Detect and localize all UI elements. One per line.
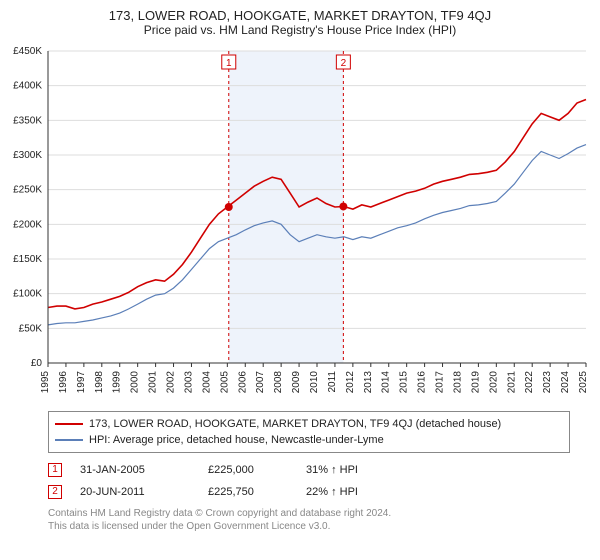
- svg-text:1995: 1995: [40, 371, 51, 394]
- svg-text:£450K: £450K: [13, 46, 42, 57]
- svg-text:2004: 2004: [201, 371, 212, 394]
- svg-text:2: 2: [341, 58, 347, 69]
- transaction-date: 31-JAN-2005: [80, 459, 190, 481]
- svg-text:2018: 2018: [452, 371, 463, 394]
- line-chart-svg: £0 £50K £100K £150K £200K £250K £300K £350K £400…: [0, 43, 600, 403]
- legend-label: HPI: Average price, detached house, Newc…: [89, 432, 384, 448]
- svg-text:2007: 2007: [255, 371, 266, 394]
- svg-text:1996: 1996: [58, 371, 69, 394]
- svg-text:£50K: £50K: [19, 323, 43, 334]
- svg-text:£100K: £100K: [13, 289, 42, 300]
- svg-text:2016: 2016: [417, 371, 428, 394]
- transaction-marker: 2: [48, 485, 62, 499]
- transaction-price: £225,000: [208, 459, 288, 481]
- svg-text:1: 1: [226, 58, 232, 69]
- svg-text:2023: 2023: [542, 371, 553, 394]
- svg-text:£200K: £200K: [13, 219, 42, 230]
- svg-text:1999: 1999: [112, 371, 123, 394]
- legend-item: HPI: Average price, detached house, Newc…: [55, 432, 563, 448]
- svg-text:£250K: £250K: [13, 185, 42, 196]
- svg-text:£350K: £350K: [13, 115, 42, 126]
- svg-text:1998: 1998: [94, 371, 105, 394]
- svg-text:2009: 2009: [291, 371, 302, 394]
- svg-text:2010: 2010: [309, 371, 320, 394]
- svg-text:2001: 2001: [148, 371, 159, 394]
- legend-item: 173, LOWER ROAD, HOOKGATE, MARKET DRAYTO…: [55, 416, 563, 432]
- svg-text:2021: 2021: [506, 371, 517, 394]
- transaction-date: 20-JUN-2011: [80, 481, 190, 503]
- svg-text:2005: 2005: [219, 371, 230, 394]
- transaction-marker: 1: [48, 463, 62, 477]
- svg-text:£300K: £300K: [13, 150, 42, 161]
- svg-text:2025: 2025: [578, 371, 589, 394]
- svg-text:1997: 1997: [76, 371, 87, 394]
- svg-text:2024: 2024: [560, 371, 571, 394]
- svg-text:2015: 2015: [399, 371, 410, 394]
- svg-text:2002: 2002: [166, 371, 177, 394]
- svg-text:2020: 2020: [488, 371, 499, 394]
- svg-text:2006: 2006: [237, 371, 248, 394]
- legend-swatch: [55, 423, 83, 425]
- svg-text:£0: £0: [31, 358, 43, 369]
- svg-text:2019: 2019: [470, 371, 481, 394]
- transaction-price: £225,750: [208, 481, 288, 503]
- footnote-line: This data is licensed under the Open Gov…: [48, 520, 570, 533]
- svg-text:2000: 2000: [130, 371, 141, 394]
- footnote-line: Contains HM Land Registry data © Crown c…: [48, 507, 570, 520]
- footnote: Contains HM Land Registry data © Crown c…: [48, 507, 570, 533]
- svg-text:2013: 2013: [363, 371, 374, 394]
- svg-text:2012: 2012: [345, 371, 356, 394]
- legend-label: 173, LOWER ROAD, HOOKGATE, MARKET DRAYTO…: [89, 416, 501, 432]
- transaction-table: 1 31-JAN-2005 £225,000 31% ↑ HPI 2 20-JUN-201…: [48, 459, 570, 503]
- svg-text:2022: 2022: [524, 371, 535, 394]
- svg-text:2017: 2017: [435, 371, 446, 394]
- transaction-diff: 31% ↑ HPI: [306, 459, 396, 481]
- legend-box: 173, LOWER ROAD, HOOKGATE, MARKET DRAYTO…: [48, 411, 570, 453]
- svg-text:£400K: £400K: [13, 81, 42, 92]
- svg-text:2003: 2003: [183, 371, 194, 394]
- chart-subtitle: Price paid vs. HM Land Registry's House …: [0, 23, 600, 43]
- transaction-diff: 22% ↑ HPI: [306, 481, 396, 503]
- chart-title: 173, LOWER ROAD, HOOKGATE, MARKET DRAYTO…: [0, 0, 600, 23]
- transaction-row: 2 20-JUN-2011 £225,750 22% ↑ HPI: [48, 481, 570, 503]
- svg-text:2008: 2008: [273, 371, 284, 394]
- svg-text:2011: 2011: [327, 371, 338, 393]
- chart-plot-area: £0 £50K £100K £150K £200K £250K £300K £350K £400…: [0, 43, 600, 403]
- svg-text:£150K: £150K: [13, 254, 42, 265]
- transaction-row: 1 31-JAN-2005 £225,000 31% ↑ HPI: [48, 459, 570, 481]
- chart-container: 173, LOWER ROAD, HOOKGATE, MARKET DRAYTO…: [0, 0, 600, 533]
- svg-text:2014: 2014: [381, 371, 392, 394]
- legend-swatch: [55, 439, 83, 441]
